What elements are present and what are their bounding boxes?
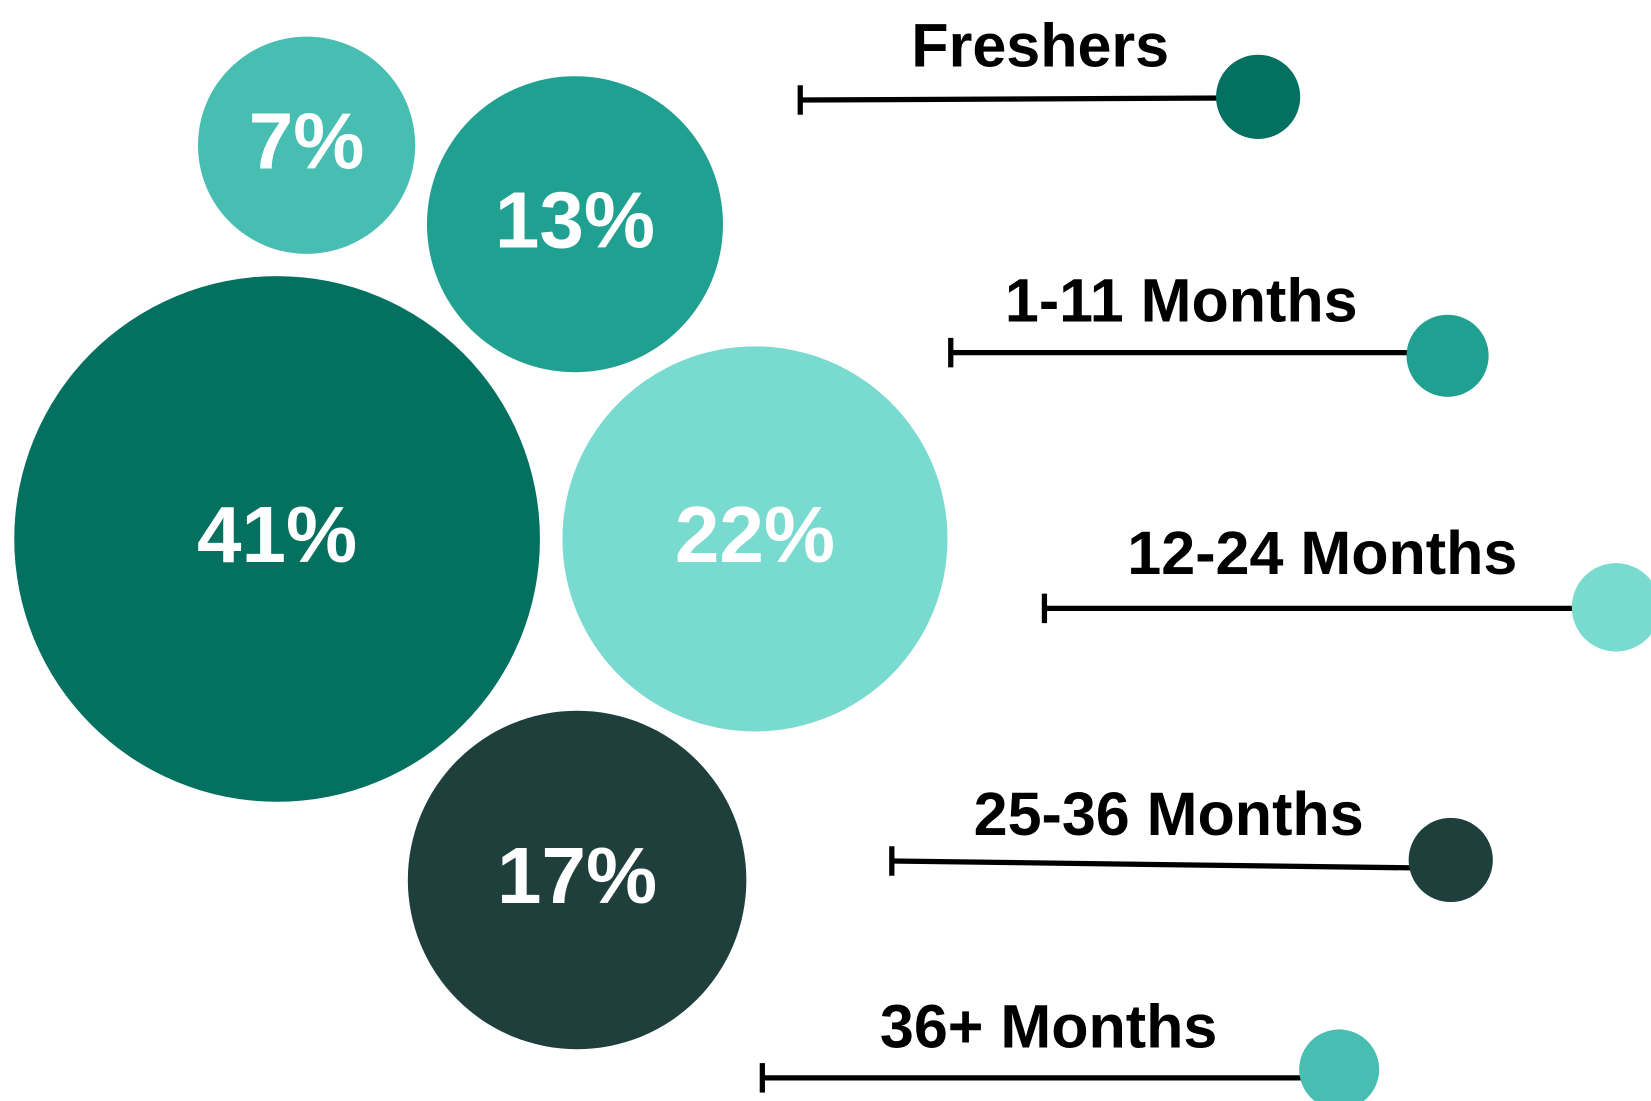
bubble — [407, 710, 747, 1050]
bubble-label: 17% — [497, 831, 657, 920]
legend-marker — [1216, 54, 1301, 139]
legend-line — [800, 95, 1259, 103]
bubble-label: 7% — [249, 96, 365, 185]
legend-label: 25-36 Months — [974, 780, 1364, 848]
bubble-label: 22% — [675, 490, 835, 579]
bubble-label: 13% — [495, 175, 655, 264]
bubble-label: 41% — [197, 490, 357, 579]
legend-label: Freshers — [911, 12, 1169, 80]
bubble — [562, 346, 948, 732]
legend-marker — [1408, 817, 1493, 903]
legend-label: 36+ Months — [880, 993, 1217, 1061]
legend-label: 1-11 Months — [1005, 266, 1358, 334]
bubble — [426, 76, 723, 373]
bubble — [197, 36, 416, 254]
legend-line — [891, 858, 1451, 872]
legend-marker — [1406, 314, 1489, 397]
legend-marker — [1299, 1029, 1380, 1101]
legend-marker — [1571, 563, 1651, 652]
bubble — [14, 276, 540, 802]
legend-label: 12-24 Months — [1127, 519, 1517, 587]
